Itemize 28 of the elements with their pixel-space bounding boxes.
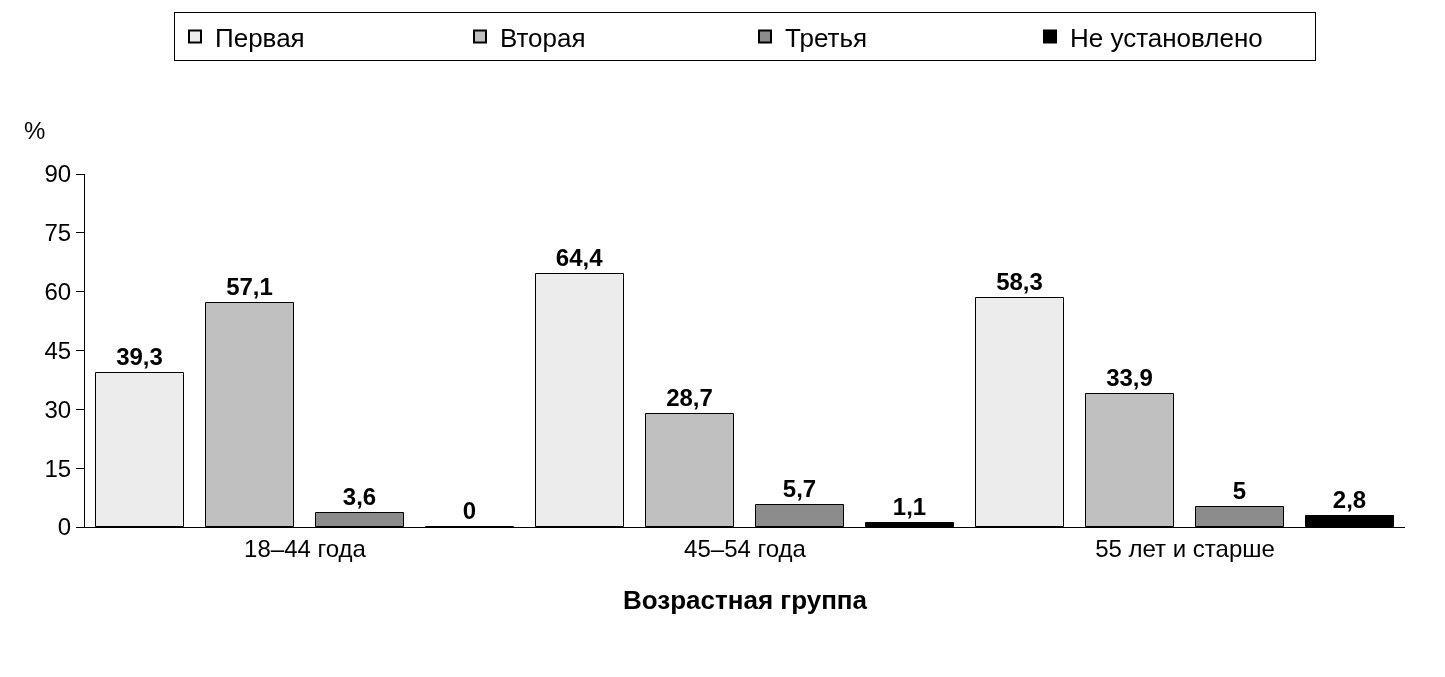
data-label: 39,3 (116, 342, 163, 370)
x-tick-label: 18–44 года (244, 534, 367, 562)
data-label: 1,1 (892, 492, 927, 520)
data-label: 0 (462, 496, 477, 524)
data-label: 64,4 (555, 243, 604, 271)
x-tick-label: 45–54 года (684, 534, 807, 562)
y-tick-label: 30 (44, 395, 72, 423)
y-tick-label: 75 (44, 219, 72, 247)
legend-label: Вторая (500, 22, 586, 53)
y-axis-title: % (24, 117, 46, 144)
x-tick-label: 55 лет и старше (1095, 534, 1275, 562)
y-tick-label: 45 (44, 336, 72, 364)
data-label: 5 (1232, 476, 1247, 504)
data-label: 2,8 (1332, 485, 1367, 513)
x-axis-title: Возрастная группа (622, 585, 868, 616)
data-label: 33,9 (1106, 363, 1153, 391)
legend-label: Первая (215, 22, 305, 53)
data-label: 3,6 (342, 482, 377, 510)
data-label: 28,7 (666, 383, 713, 411)
y-tick-label: 0 (57, 513, 72, 541)
data-label: 5,7 (782, 474, 817, 502)
legend-label: Не установлено (1070, 22, 1263, 53)
y-tick-label: 15 (44, 454, 72, 482)
data-label: 57,1 (226, 272, 273, 300)
data-label: 58,3 (996, 267, 1043, 295)
y-tick-label: 90 (44, 160, 72, 188)
y-tick-label: 60 (44, 278, 72, 306)
legend-label: Третья (785, 22, 868, 53)
